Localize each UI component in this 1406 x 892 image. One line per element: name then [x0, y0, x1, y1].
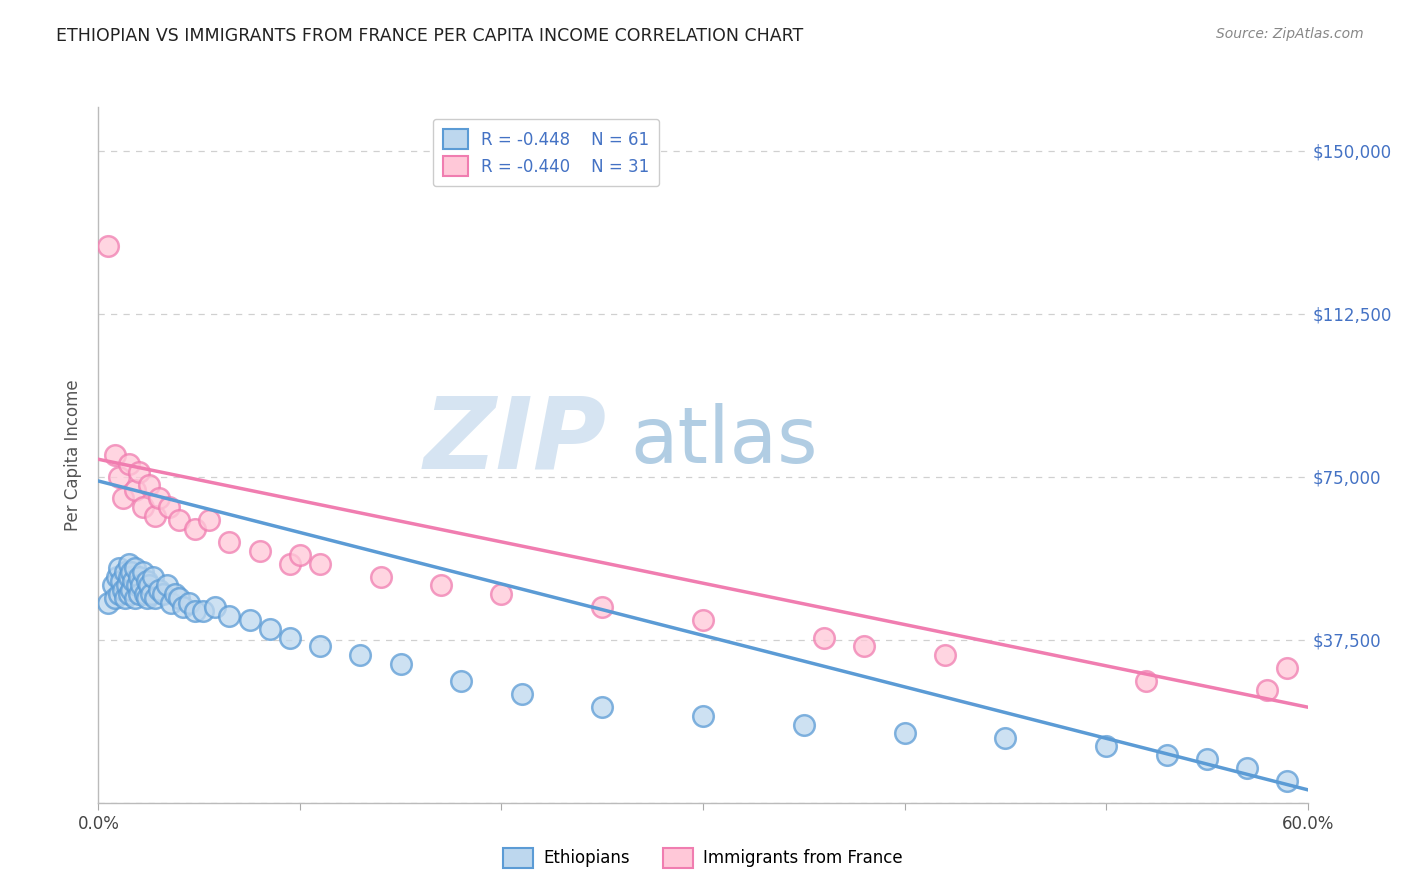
Point — [142, 570, 165, 584]
Point — [115, 578, 138, 592]
Point — [309, 639, 332, 653]
Point — [179, 596, 201, 610]
Point — [853, 639, 876, 653]
Point — [204, 600, 226, 615]
Point — [118, 457, 141, 471]
Point — [152, 587, 174, 601]
Point — [105, 570, 128, 584]
Point — [193, 605, 215, 619]
Point — [132, 566, 155, 580]
Point — [167, 591, 190, 606]
Text: ZIP: ZIP — [423, 392, 606, 490]
Point — [288, 548, 311, 562]
Point — [793, 717, 815, 731]
Point — [309, 557, 332, 571]
Point — [118, 570, 141, 584]
Point — [163, 587, 186, 601]
Point — [591, 600, 613, 615]
Point — [111, 582, 134, 597]
Point — [278, 557, 301, 571]
Point — [389, 657, 412, 671]
Point — [218, 535, 240, 549]
Point — [134, 587, 156, 601]
Point — [139, 587, 162, 601]
Point — [157, 500, 180, 514]
Text: ETHIOPIAN VS IMMIGRANTS FROM FRANCE PER CAPITA INCOME CORRELATION CHART: ETHIOPIAN VS IMMIGRANTS FROM FRANCE PER … — [56, 27, 803, 45]
Point — [156, 578, 179, 592]
Point — [370, 570, 392, 584]
Point — [135, 574, 157, 588]
Point — [129, 578, 152, 592]
Point — [510, 687, 533, 701]
Point — [239, 613, 262, 627]
Point — [121, 574, 143, 588]
Point — [103, 591, 125, 606]
Point — [278, 631, 301, 645]
Point — [143, 591, 166, 606]
Point — [120, 566, 142, 580]
Point — [103, 448, 125, 462]
Point — [128, 570, 150, 584]
Point — [198, 513, 221, 527]
Point — [125, 578, 148, 592]
Point — [1195, 752, 1218, 766]
Point — [128, 466, 150, 480]
Point — [120, 582, 142, 597]
Point — [118, 587, 141, 601]
Point — [1095, 739, 1118, 754]
Point — [934, 648, 956, 662]
Point — [107, 469, 129, 483]
Point — [138, 578, 160, 592]
Point — [114, 591, 136, 606]
Point — [813, 631, 835, 645]
Point — [128, 587, 150, 601]
Point — [107, 587, 129, 601]
Point — [124, 561, 146, 575]
Y-axis label: Per Capita Income: Per Capita Income — [65, 379, 83, 531]
Point — [135, 591, 157, 606]
Legend: Ethiopians, Immigrants from France: Ethiopians, Immigrants from France — [496, 841, 910, 875]
Text: Source: ZipAtlas.com: Source: ZipAtlas.com — [1216, 27, 1364, 41]
Point — [107, 561, 129, 575]
Point — [148, 582, 170, 597]
Point — [118, 557, 141, 571]
Point — [893, 726, 915, 740]
Point — [249, 543, 271, 558]
Point — [111, 491, 134, 506]
Point — [450, 674, 472, 689]
Point — [172, 600, 194, 615]
Point — [1277, 661, 1299, 675]
Point — [97, 596, 120, 610]
Point — [591, 700, 613, 714]
Point — [692, 708, 714, 723]
Point — [184, 605, 207, 619]
Point — [138, 478, 160, 492]
Point — [218, 608, 240, 623]
Legend: R = -0.448    N = 61, R = -0.440    N = 31: R = -0.448 N = 61, R = -0.440 N = 31 — [433, 119, 659, 186]
Point — [110, 574, 132, 588]
Point — [167, 513, 190, 527]
Point — [114, 566, 136, 580]
Point — [148, 491, 170, 506]
Point — [430, 578, 453, 592]
Point — [349, 648, 371, 662]
Point — [1236, 761, 1258, 775]
Point — [184, 522, 207, 536]
Point — [692, 613, 714, 627]
Point — [143, 508, 166, 523]
Point — [1277, 774, 1299, 789]
Point — [160, 596, 183, 610]
Point — [259, 622, 281, 636]
Point — [101, 578, 124, 592]
Point — [1256, 682, 1278, 697]
Point — [1135, 674, 1157, 689]
Point — [994, 731, 1017, 745]
Point — [97, 239, 120, 253]
Text: atlas: atlas — [630, 403, 818, 479]
Point — [124, 483, 146, 497]
Point — [124, 591, 146, 606]
Point — [491, 587, 513, 601]
Point — [1156, 747, 1178, 762]
Point — [132, 500, 155, 514]
